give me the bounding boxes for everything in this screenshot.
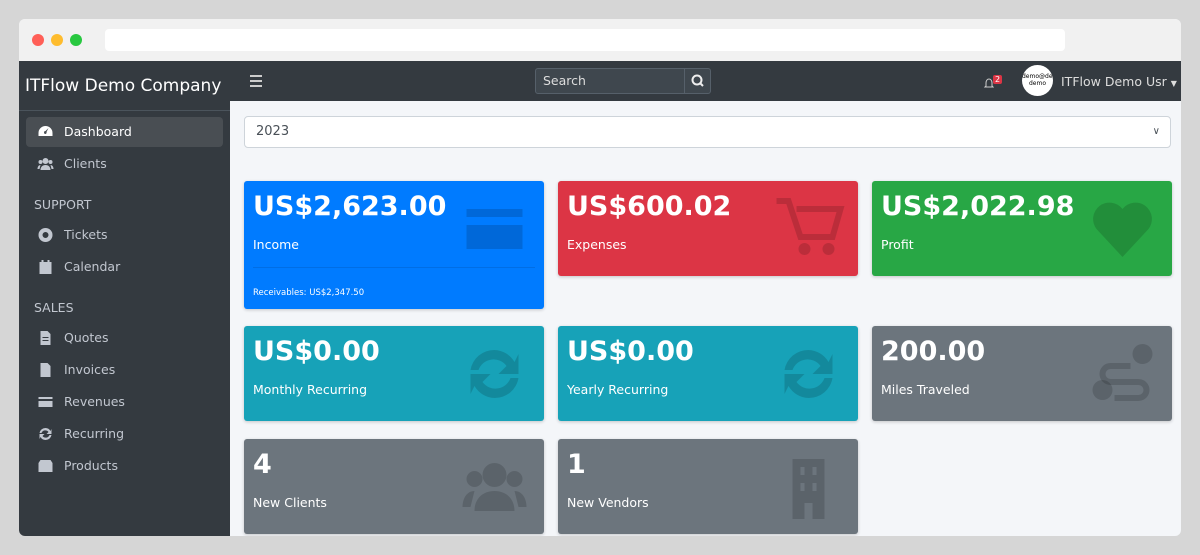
sync-icon (39, 427, 52, 441)
year-select[interactable]: 2023 ∨ (244, 116, 1171, 148)
sidebar-heading: SUPPORT (34, 197, 92, 212)
card-value: US$600.02 (567, 191, 732, 222)
chevron-down-icon: ∨ (1152, 126, 1160, 137)
main-content: 2023 ∨ US$2,623.00 Income Receivables: US… (230, 101, 1181, 536)
sidebar-item-dashboard[interactable]: Dashboard (26, 117, 223, 147)
users-icon (37, 158, 54, 170)
browser-chrome (19, 19, 1181, 61)
route-icon (1092, 344, 1153, 401)
invoice-icon (40, 363, 51, 377)
sidebar-item-recurring[interactable]: Recurring (26, 419, 223, 449)
sync-icon (784, 349, 833, 399)
life-ring-icon (38, 228, 53, 242)
sidebar-item-label: Tickets (64, 227, 108, 242)
card-value: 4 (253, 449, 272, 480)
sidebar-item-clients[interactable]: Clients (26, 149, 223, 179)
calendar-icon (39, 260, 52, 274)
browser-window: ITFlow Demo Company Dashboard Clients SUPP… (19, 19, 1181, 536)
card-label: Expenses (567, 237, 627, 252)
card-label: New Clients (253, 495, 327, 510)
credit-card-icon (466, 209, 523, 249)
stat-card-income[interactable]: US$2,623.00 Income Receivables: US$2,347… (244, 181, 544, 309)
sidebar-item-label: Invoices (64, 362, 116, 377)
minimize-dot[interactable] (51, 34, 63, 46)
users-icon (462, 463, 527, 511)
navbar: Search 2 demo@demo demo ITFlow Demo Usr … (230, 61, 1181, 101)
sidebar-item-calendar[interactable]: Calendar (26, 252, 223, 282)
brand[interactable]: ITFlow Demo Company (19, 61, 230, 111)
address-bar[interactable] (105, 29, 1065, 51)
card-value: 200.00 (881, 336, 986, 367)
sidebar-item-label: Revenues (64, 394, 125, 409)
menu-toggle-icon[interactable] (250, 75, 262, 87)
search-icon (691, 74, 704, 87)
notification-badge: 2 (993, 75, 1003, 84)
card-value: 1 (567, 449, 586, 480)
stat-card-new-clients[interactable]: 4 New Clients (244, 439, 544, 534)
building-icon (792, 459, 825, 519)
maximize-dot[interactable] (70, 34, 82, 46)
stat-card-profit[interactable]: US$2,022.98 Profit (872, 181, 1172, 276)
sidebar-item-label: Calendar (64, 259, 121, 274)
stat-card-monthly-recurring[interactable]: US$0.00 Monthly Recurring (244, 326, 544, 421)
credit-card-icon (38, 397, 53, 407)
box-icon (38, 460, 53, 472)
sidebar-item-label: Quotes (64, 330, 109, 345)
sidebar-item-label: Dashboard (64, 124, 132, 139)
stat-card-miles-traveled[interactable]: 200.00 Miles Traveled (872, 326, 1172, 421)
sidebar-item-revenues[interactable]: Revenues (26, 387, 223, 417)
stat-card-new-vendors[interactable]: 1 New Vendors (558, 439, 858, 534)
sidebar-item-products[interactable]: Products (26, 451, 223, 481)
card-label: New Vendors (567, 495, 649, 510)
bell-icon (983, 78, 995, 88)
search-input[interactable]: Search (535, 68, 711, 94)
tachometer-icon (38, 126, 53, 136)
sidebar-item-invoices[interactable]: Invoices (26, 355, 223, 385)
card-label: Profit (881, 237, 914, 252)
sync-icon (470, 349, 519, 399)
year-value: 2023 (256, 124, 290, 139)
search-placeholder: Search (543, 73, 586, 88)
sidebar-item-label: Recurring (64, 426, 124, 441)
caret-down-icon: ▼ (1170, 79, 1177, 88)
stat-card-yearly-recurring[interactable]: US$0.00 Yearly Recurring (558, 326, 858, 421)
avatar[interactable]: demo@demo demo (1022, 65, 1053, 96)
file-icon (40, 331, 51, 345)
sidebar-heading: SALES (34, 300, 74, 315)
search-button[interactable] (684, 69, 710, 93)
sidebar-item-label: Clients (64, 156, 107, 171)
heart-icon (1093, 202, 1152, 257)
card-label: Miles Traveled (881, 382, 970, 397)
sidebar: ITFlow Demo Company Dashboard Clients SUPP… (19, 61, 230, 536)
notifications-button[interactable]: 2 (983, 75, 1003, 94)
card-value: US$0.00 (567, 336, 694, 367)
card-divider (253, 267, 535, 268)
card-label: Monthly Recurring (253, 382, 368, 397)
avatar-text: demo@demo demo (1022, 73, 1053, 87)
sidebar-item-label: Products (64, 458, 118, 473)
receivables-text: Receivables: US$2,347.50 (253, 288, 365, 298)
stat-card-expenses[interactable]: US$600.02 Expenses (558, 181, 858, 276)
sidebar-item-tickets[interactable]: Tickets (26, 220, 223, 250)
user-menu[interactable]: ITFlow Demo Usr ▼ (1061, 74, 1177, 89)
card-value: US$0.00 (253, 336, 380, 367)
close-dot[interactable] (32, 34, 44, 46)
cart-icon (776, 198, 845, 255)
sidebar-item-quotes[interactable]: Quotes (26, 323, 223, 353)
card-value: US$2,623.00 (253, 191, 447, 222)
card-label: Income (253, 237, 299, 252)
card-value: US$2,022.98 (881, 191, 1075, 222)
user-name: ITFlow Demo Usr (1061, 74, 1167, 89)
card-label: Yearly Recurring (567, 382, 669, 397)
